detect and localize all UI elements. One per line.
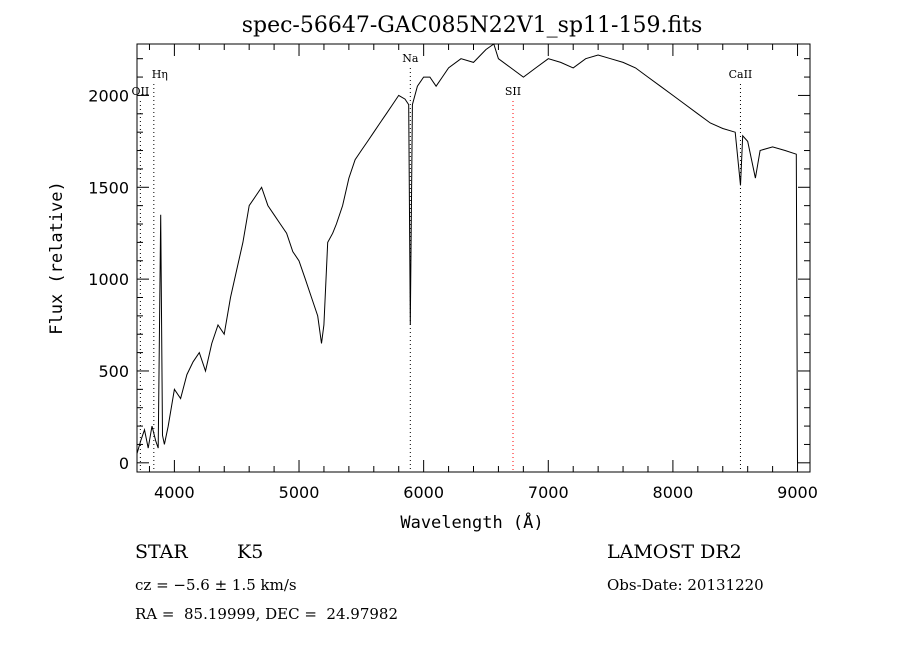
line-marker-label: Na [402, 52, 419, 65]
line-marker-label: CaII [729, 68, 753, 81]
spectrum-line [136, 43, 798, 463]
x-tick-label: 6000 [403, 483, 444, 502]
x-tick-label: 5000 [279, 483, 320, 502]
line-marker-label: OII [132, 85, 150, 98]
y-tick-label: 1500 [88, 178, 129, 197]
y-tick-label: 1000 [88, 270, 129, 289]
y-axis-ticks: 0 500 1000 1500 2000 [88, 58, 810, 473]
line-marker-label: Hη [152, 68, 168, 81]
x-tick-label: 8000 [653, 483, 694, 502]
x-tick-label: 9000 [777, 483, 818, 502]
object-class: STAR [135, 541, 188, 563]
x-axis-label: Wavelength (Å) [400, 511, 543, 533]
y-tick-label: 0 [119, 454, 129, 473]
y-tick-label: 500 [98, 362, 129, 381]
line-marker-label: SII [505, 85, 521, 98]
x-tick-label: 7000 [528, 483, 569, 502]
redshift-velocity: cz = −5.6 ± 1.5 km/s [135, 576, 297, 594]
y-tick-label: 2000 [88, 86, 129, 105]
x-tick-label: 4000 [154, 483, 195, 502]
object-subclass: K5 [237, 541, 264, 563]
observation-date: Obs-Date: 20131220 [607, 576, 764, 594]
survey-name: LAMOST DR2 [607, 541, 742, 563]
chart-title: spec-56647-GAC085N22V1_sp11-159.fits [242, 13, 703, 38]
plot-frame [136, 43, 811, 473]
y-axis-label: Flux (relative) [47, 181, 67, 335]
x-axis-ticks: 4000 5000 6000 7000 8000 9000 [148, 44, 818, 502]
coordinates: RA = 85.19999, DEC = 24.97982 [135, 605, 399, 623]
